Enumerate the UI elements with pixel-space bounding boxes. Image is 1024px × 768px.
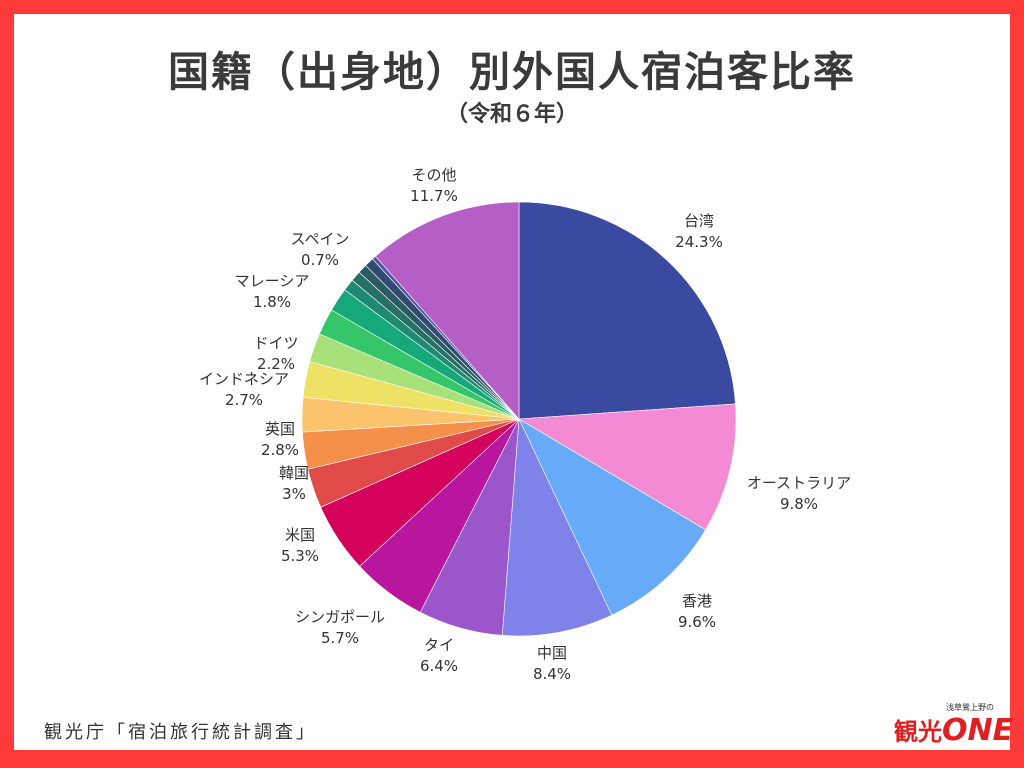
pie-slice-1 <box>518 403 737 531</box>
pie-slice-2 <box>518 418 706 616</box>
slice-value-label: 24.3% <box>675 233 723 251</box>
chart-card: 国籍（出身地）別外国人宿泊客比率 （令和６年） 台湾 24.3% オーストラリア 9.… <box>14 14 1013 750</box>
pie-slice-0 <box>518 201 736 420</box>
slice-value-label: 3% <box>282 485 306 503</box>
slice-value-label: 0.7% <box>301 251 339 269</box>
source-note: 観光庁「宿泊旅行統計調査」 <box>44 722 317 743</box>
slice-value-label: 5.7% <box>321 629 359 647</box>
slice-label: 香港 <box>682 592 712 610</box>
slice-label: インドネシア <box>199 370 289 388</box>
slice-label: 中国 <box>537 644 567 662</box>
chart-title: 国籍（出身地）別外国人宿泊客比率 <box>168 48 856 96</box>
logo-subtext: 浅草鶯上野の <box>946 703 994 712</box>
slice-value-label: 1.8% <box>253 293 291 311</box>
slice-value-label: 5.3% <box>281 547 319 565</box>
logo-accent-text: ONE <box>942 713 1014 748</box>
brand-logo: 浅草鶯上野の 観光ONE <box>894 698 1013 748</box>
pie-chart: 台湾 24.3% オーストラリア 9.8% 香港 9.6% 中国 8.4% タイ 6.4% シンガポ… <box>199 166 851 683</box>
slice-value-label: 2.7% <box>225 391 263 409</box>
slice-label: マレーシア <box>235 272 310 290</box>
logo-main-text: 観光 <box>894 718 942 746</box>
slice-value-label: 6.4% <box>420 657 458 675</box>
slice-label: その他 <box>411 166 456 184</box>
slice-label: ドイツ <box>253 334 298 352</box>
slice-label: タイ <box>424 636 454 654</box>
slice-label: 台湾 <box>684 212 714 230</box>
logo-text: 観光ONE <box>894 712 1013 748</box>
slice-label: 英国 <box>265 420 295 438</box>
slice-label: オーストラリア <box>747 474 851 492</box>
slice-value-label: 9.6% <box>678 613 716 631</box>
slice-label: シンガポール <box>295 608 385 626</box>
chart-subtitle: （令和６年） <box>445 102 578 127</box>
slice-label: 米国 <box>285 526 315 544</box>
slice-value-label: 8.4% <box>533 665 571 683</box>
slice-label: スペイン <box>291 230 350 248</box>
slice-value-label: 2.2% <box>257 355 295 373</box>
slice-value-label: 11.7% <box>410 187 458 205</box>
slice-label: 韓国 <box>279 464 309 482</box>
pie-slice-19 <box>375 201 520 420</box>
slice-value-label: 9.8% <box>780 495 818 513</box>
slice-value-label: 2.8% <box>261 441 299 459</box>
pie-slice-3 <box>501 417 613 637</box>
